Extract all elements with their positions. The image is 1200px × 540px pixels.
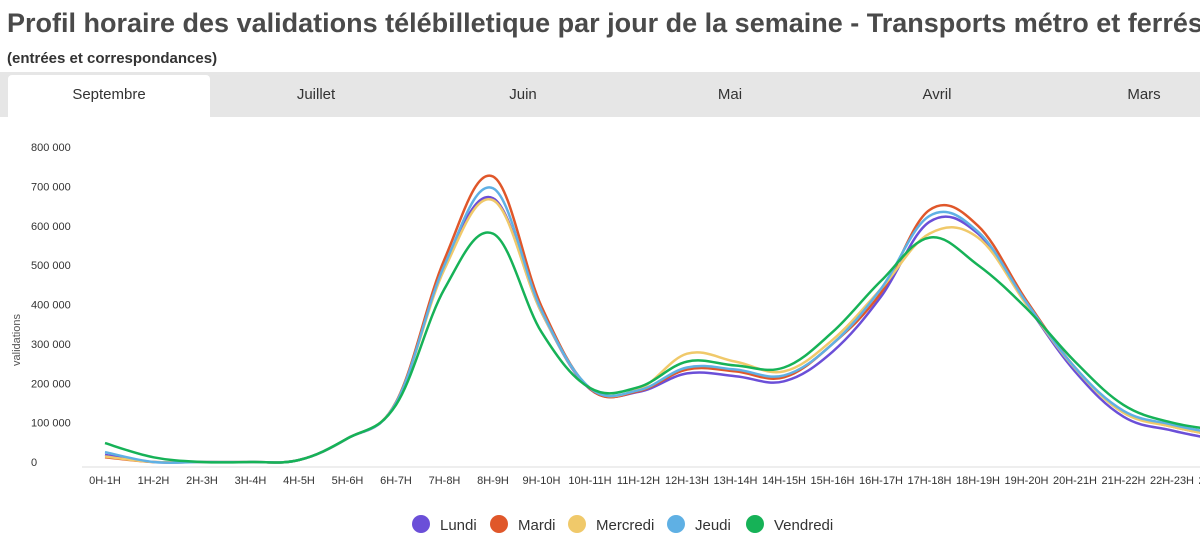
y-tick-label: 0 xyxy=(31,457,37,469)
legend-item-mercredi[interactable]: Mercredi xyxy=(568,513,654,539)
series-lines xyxy=(104,174,1200,465)
legend-dot-mardi xyxy=(490,515,508,534)
x-tick-label: 6H-7H xyxy=(380,475,412,487)
x-tick-label: 16H-17H xyxy=(859,475,903,487)
legend-item-mardi[interactable]: Mardi xyxy=(490,513,556,539)
tab-juin[interactable]: Juin xyxy=(509,86,537,103)
legend-dot-jeudi xyxy=(667,515,685,534)
legend-label-lundi: Lundi xyxy=(440,517,477,534)
legend-label-jeudi: Jeudi xyxy=(695,517,731,534)
y-axis: 0 100 000 200 000 300 000 400 000 500 000 600 … xyxy=(31,142,71,469)
tab-septembre[interactable]: Septembre xyxy=(8,75,210,117)
y-tick-label: 500 000 xyxy=(31,260,71,272)
legend-dot-vendredi xyxy=(746,515,764,534)
legend-item-vendredi[interactable]: Vendredi xyxy=(746,513,833,539)
legend-item-jeudi[interactable]: Jeudi xyxy=(667,513,731,539)
x-tick-label: 11H-12H xyxy=(617,475,660,487)
y-tick-label: 800 000 xyxy=(31,142,71,154)
x-tick-label: 1H-2H xyxy=(138,475,170,487)
x-tick-label: 0H-1H xyxy=(89,475,121,487)
month-tab-bar: Septembre Juillet Juin Mai Avril Mars xyxy=(0,72,1200,117)
legend-dot-lundi xyxy=(412,515,430,534)
legend-label-mardi: Mardi xyxy=(518,517,556,534)
tab-juillet[interactable]: Juillet xyxy=(296,86,336,103)
tab-avril[interactable]: Avril xyxy=(922,86,952,103)
legend-label-mercredi: Mercredi xyxy=(596,517,655,534)
x-tick-label: 9H-10H xyxy=(523,475,561,487)
x-tick-label: 18H-19H xyxy=(956,475,1000,487)
x-tick-label: 15H-16H xyxy=(810,475,854,487)
x-tick-label: 7H-8H xyxy=(429,475,461,487)
y-tick-label: 200 000 xyxy=(31,378,71,390)
x-tick-label: 3H-4H xyxy=(235,475,267,487)
legend-item-lundi[interactable]: Lundi xyxy=(412,513,477,539)
x-tick-label: 5H-6H xyxy=(332,475,364,487)
x-tick-label: 4H-5H xyxy=(283,475,315,487)
x-tick-label: 22H-23H xyxy=(1150,475,1194,487)
chart-subtitle: (entrées et correspondances) xyxy=(7,50,218,67)
y-tick-label: 400 000 xyxy=(31,300,71,312)
x-tick-label: 8H-9H xyxy=(477,475,509,487)
tab-mars[interactable]: Mars xyxy=(1127,86,1161,103)
line-chart: 0 100 000 200 000 300 000 400 000 500 000 600 … xyxy=(11,142,1200,487)
y-axis-label: validations xyxy=(11,314,23,366)
series-line-jeudi[interactable] xyxy=(104,186,1200,465)
tab-mai[interactable]: Mai xyxy=(717,86,743,103)
x-tick-label: 23H-24H xyxy=(1198,475,1200,487)
y-tick-label: 600 000 xyxy=(31,221,71,233)
series-line-mercredi[interactable] xyxy=(104,197,1200,464)
y-tick-label: 700 000 xyxy=(31,181,71,193)
legend-dot-mercredi xyxy=(568,515,586,534)
series-line-vendredi[interactable] xyxy=(104,231,1200,464)
y-tick-label: 100 000 xyxy=(31,418,71,430)
x-axis: 0H-1H 1H-2H 2H-3H 3H-4H 4H-5H 5H-6H 6H-7H 7H-8H… xyxy=(89,475,1200,487)
x-tick-label: 19H-20H xyxy=(1004,475,1048,487)
x-tick-label: 21H-22H xyxy=(1101,475,1145,487)
y-tick-label: 300 000 xyxy=(31,339,71,351)
x-tick-label: 10H-11H xyxy=(568,475,611,487)
legend-label-vendredi: Vendredi xyxy=(774,517,834,534)
series-line-lundi[interactable] xyxy=(104,195,1200,464)
chart-title: Profil horaire des validations télébille… xyxy=(7,8,1200,38)
x-tick-label: 20H-21H xyxy=(1053,475,1097,487)
chart-legend: Lundi Mardi Mercredi Jeudi Vendredi xyxy=(0,513,1200,539)
x-tick-label: 2H-3H xyxy=(186,475,218,487)
x-tick-label: 14H-15H xyxy=(762,475,806,487)
x-tick-label: 13H-14H xyxy=(713,475,757,487)
x-tick-label: 12H-13H xyxy=(665,475,709,487)
x-tick-label: 17H-18H xyxy=(907,475,951,487)
